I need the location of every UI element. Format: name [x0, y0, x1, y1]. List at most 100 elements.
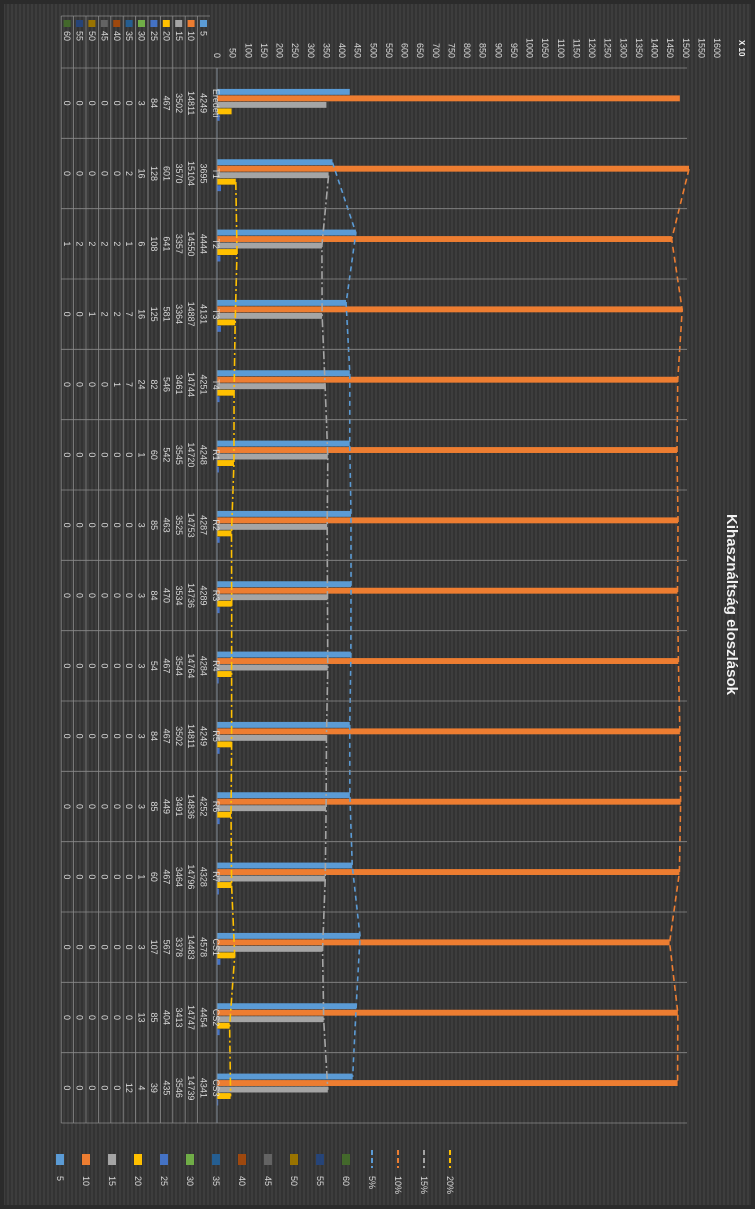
y-tick-label: 0 [212, 53, 222, 58]
table-cell: 601 [161, 166, 171, 181]
category-label: T2 [211, 239, 221, 250]
y-tick-label: 1400 [650, 38, 660, 58]
bar-25-Eredeti [217, 114, 220, 121]
table-cell: 125 [149, 307, 159, 322]
y-tick-label: 600 [400, 43, 410, 58]
bar-25-R1 [217, 466, 219, 473]
category-label: T4 [211, 379, 221, 390]
table-cell: 3 [137, 593, 147, 598]
table-cell: 14811 [186, 724, 196, 748]
table-cell: 2 [112, 312, 122, 317]
bar-5-R4 [217, 651, 351, 658]
bar-20-T3 [217, 319, 236, 326]
table-cell: 2 [99, 241, 109, 246]
table-cell: 4252 [199, 796, 209, 816]
table-cell: 14720 [186, 442, 196, 467]
data-table: EredetiT1T2T3T4R1R2R3R4R5R6R7CS1CS2CS354… [60, 15, 687, 1124]
legend-swatch-20 [134, 1154, 142, 1165]
bar-10-R1 [217, 447, 677, 453]
bar-10-R5 [217, 728, 680, 735]
legend-label: 60 [341, 1176, 351, 1186]
bar-15-R5 [217, 734, 327, 741]
table-cell: 4131 [199, 304, 209, 324]
table-cell: 4248 [199, 445, 209, 465]
legend-swatch-50 [290, 1154, 298, 1165]
chart-area [4, 4, 751, 1205]
table-cell: 0 [112, 1085, 122, 1090]
table-row-label: 45 [99, 31, 109, 41]
table-cell: 4328 [199, 867, 209, 887]
table-cell: 2 [112, 241, 122, 246]
bar-15-R7 [217, 875, 326, 882]
bar-5-R5 [217, 721, 350, 728]
y-tick-label: 900 [493, 43, 503, 58]
y-tick-label: 50 [228, 48, 238, 58]
bar-10-R4 [217, 658, 679, 664]
category-label: CS3 [211, 1079, 221, 1097]
table-row-label: 15 [174, 31, 184, 41]
table-key-swatch [150, 20, 158, 27]
table-cell: 0 [62, 382, 72, 387]
table-key-swatch [125, 20, 133, 27]
legend-label: 15 [107, 1176, 117, 1186]
legend-swatch-45 [264, 1154, 272, 1165]
table-cell: 0 [124, 945, 134, 950]
table-cell: 0 [112, 804, 122, 809]
table-cell: 467 [161, 658, 171, 673]
legend-label: 5% [367, 1176, 377, 1189]
table-cell: 0 [112, 1015, 122, 1020]
table-cell: 0 [99, 452, 109, 457]
table-key-swatch [63, 20, 71, 27]
table-cell: 0 [75, 593, 85, 598]
table-cell: 1 [112, 382, 122, 387]
table-key-swatch [187, 20, 195, 27]
legend-label: 30 [185, 1176, 195, 1186]
table-cell: 0 [75, 874, 85, 879]
y-tick-label: 450 [353, 43, 363, 58]
table-cell: 3570 [174, 163, 184, 183]
table-cell: 0 [112, 101, 122, 106]
table-cell: 84 [149, 731, 159, 741]
table-cell: 0 [124, 663, 134, 668]
legend-swatch-30 [186, 1154, 194, 1165]
table-cell: 0 [99, 171, 109, 176]
y-tick-label: 800 [462, 43, 472, 58]
legend-swatch-35 [212, 1154, 220, 1165]
table-cell: 4287 [199, 515, 209, 535]
legend-swatch-40 [238, 1154, 246, 1165]
table-key-swatch [175, 20, 183, 27]
bar-15-T2 [217, 242, 322, 249]
table-row-label: 5 [199, 31, 209, 36]
table-cell: 0 [75, 945, 85, 950]
bar-5-T1 [217, 159, 333, 166]
table-key-swatch [200, 20, 207, 27]
bar-10-CS1 [217, 939, 670, 946]
table-cell: 3545 [174, 445, 184, 465]
bar-15-Eredeti [217, 101, 327, 108]
category-label: T3 [211, 309, 221, 320]
y-tick-label: 500 [368, 43, 378, 58]
table-cell: 12 [124, 1083, 134, 1093]
category-label: R6 [211, 801, 221, 813]
legend: 5 10 15 20 25 30 35 40 45 50 55 60 5% 10% 15% 20% [55, 1150, 455, 1194]
table-row-label: 60 [62, 31, 72, 41]
table-cell: 82 [149, 379, 159, 389]
table-cell: 3491 [174, 796, 184, 816]
table-cell: 0 [87, 804, 97, 809]
bar-25-T4 [217, 396, 220, 403]
bar-25-T1 [217, 185, 221, 192]
bar-20-R4 [217, 671, 232, 677]
table-cell: 0 [87, 101, 97, 106]
table-cell: 0 [75, 452, 85, 457]
bar-15-R6 [217, 805, 327, 812]
table-cell: 0 [62, 945, 72, 950]
legend-label: 50 [289, 1176, 299, 1186]
table-cell: 0 [99, 874, 109, 879]
table-cell: 16 [137, 168, 147, 178]
table-cell: 542 [161, 447, 171, 462]
y-tick-label: 950 [509, 43, 519, 58]
bar-20-T1 [217, 178, 236, 185]
legend-label: 15% [419, 1176, 429, 1194]
table-cell: 107 [149, 940, 159, 955]
